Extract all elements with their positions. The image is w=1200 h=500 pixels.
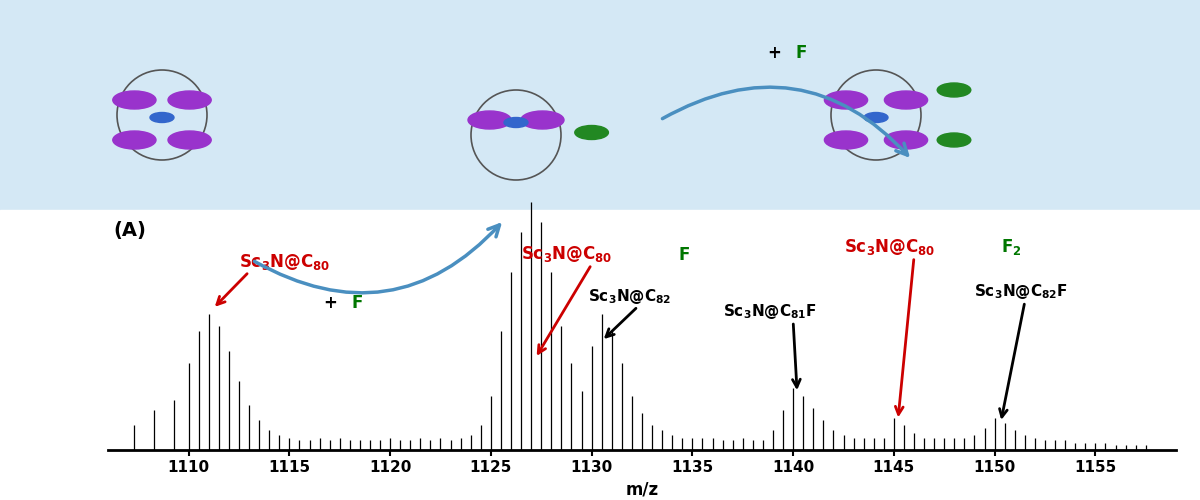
Text: +: + (768, 44, 787, 62)
Text: $\mathbf{Sc_3N@C_{80}}$: $\mathbf{Sc_3N@C_{80}}$ (521, 244, 612, 264)
Bar (0, 0, 1200, 210)
Text: $\mathbf{Sc_3N@C_{82}}$: $\mathbf{Sc_3N@C_{82}}$ (588, 288, 671, 306)
X-axis label: m/z: m/z (625, 481, 659, 499)
Text: $\mathbf{Sc_3N@C_{81}F}$: $\mathbf{Sc_3N@C_{81}F}$ (722, 302, 816, 321)
Text: $\mathbf{Sc_3N@C_{80}}$: $\mathbf{Sc_3N@C_{80}}$ (844, 237, 935, 257)
Text: +: + (324, 294, 343, 312)
Text: F: F (796, 44, 806, 62)
Text: F: F (352, 294, 362, 312)
Text: $\mathbf{Sc_3N@C_{82}F}$: $\mathbf{Sc_3N@C_{82}F}$ (974, 282, 1068, 302)
Bar (0, 210, 1200, 500)
Text: $\mathbf{Sc_3N@C_{80}}$: $\mathbf{Sc_3N@C_{80}}$ (239, 252, 330, 272)
Text: $\mathbf{F_2}$: $\mathbf{F_2}$ (1001, 237, 1021, 257)
Text: (A): (A) (113, 221, 146, 240)
Text: $\mathbf{F}$: $\mathbf{F}$ (678, 246, 690, 264)
